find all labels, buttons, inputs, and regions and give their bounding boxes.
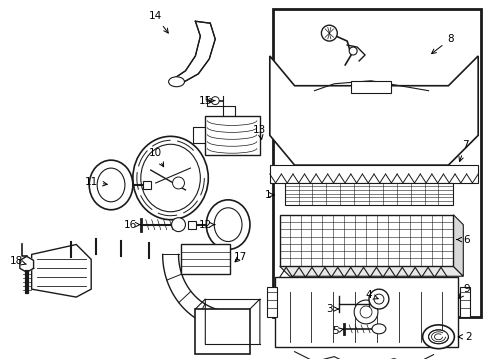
Text: 12: 12 xyxy=(198,220,215,230)
Text: 17: 17 xyxy=(233,252,246,262)
Ellipse shape xyxy=(133,136,208,220)
Ellipse shape xyxy=(169,77,184,87)
Text: 2: 2 xyxy=(458,332,471,342)
Text: 9: 9 xyxy=(459,284,469,299)
Bar xyxy=(205,116,260,155)
Bar xyxy=(180,244,230,274)
Ellipse shape xyxy=(214,208,242,242)
Ellipse shape xyxy=(422,325,454,349)
Polygon shape xyxy=(171,21,215,83)
Ellipse shape xyxy=(374,294,384,304)
Text: 16: 16 xyxy=(124,220,140,230)
Text: 13: 13 xyxy=(253,125,267,139)
Text: 1: 1 xyxy=(265,190,274,200)
Ellipse shape xyxy=(429,330,448,344)
Bar xyxy=(189,221,196,229)
Bar xyxy=(460,287,470,317)
Ellipse shape xyxy=(360,306,372,318)
Text: 18: 18 xyxy=(10,256,26,266)
Bar xyxy=(280,215,453,266)
Bar xyxy=(351,81,391,93)
Bar xyxy=(273,9,481,317)
Polygon shape xyxy=(163,255,222,328)
Ellipse shape xyxy=(172,177,184,189)
Text: 15: 15 xyxy=(198,96,215,105)
Ellipse shape xyxy=(211,96,219,105)
Ellipse shape xyxy=(354,300,378,324)
Ellipse shape xyxy=(321,25,337,41)
Text: 3: 3 xyxy=(326,304,339,314)
Bar xyxy=(267,287,277,317)
Bar xyxy=(285,183,453,205)
Text: 7: 7 xyxy=(459,140,468,162)
Polygon shape xyxy=(280,266,464,276)
Polygon shape xyxy=(20,256,34,272)
Bar xyxy=(143,181,151,189)
Ellipse shape xyxy=(369,289,389,309)
Polygon shape xyxy=(32,244,91,297)
Text: 14: 14 xyxy=(149,11,168,33)
Bar xyxy=(196,309,250,354)
Ellipse shape xyxy=(141,144,200,212)
Polygon shape xyxy=(453,215,464,276)
Ellipse shape xyxy=(372,324,386,334)
Text: 11: 11 xyxy=(85,177,107,187)
Text: 5: 5 xyxy=(332,326,344,336)
Bar xyxy=(275,277,458,347)
Text: 4: 4 xyxy=(366,290,378,300)
Polygon shape xyxy=(270,56,478,165)
Text: 10: 10 xyxy=(149,148,164,167)
Ellipse shape xyxy=(349,47,357,55)
Ellipse shape xyxy=(89,160,133,210)
Ellipse shape xyxy=(97,168,125,202)
Text: 6: 6 xyxy=(457,234,469,244)
Text: 8: 8 xyxy=(432,34,454,54)
Ellipse shape xyxy=(172,218,185,231)
Bar xyxy=(270,165,478,183)
Ellipse shape xyxy=(206,200,250,249)
